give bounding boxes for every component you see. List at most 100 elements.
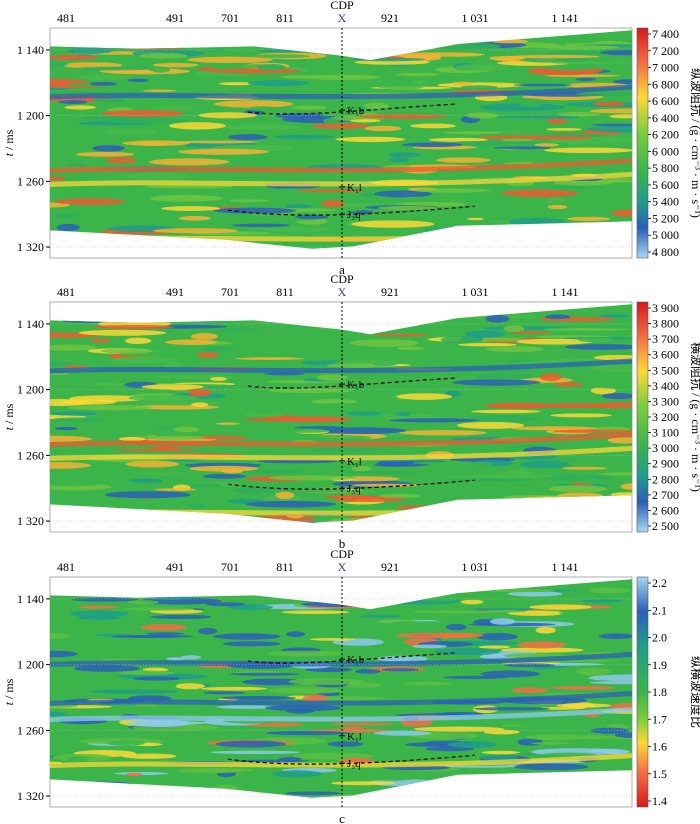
texture-lens xyxy=(533,403,621,409)
texture-lens xyxy=(50,344,97,351)
texture-lens xyxy=(267,650,345,657)
texture-lens xyxy=(286,631,305,637)
texture-lens xyxy=(542,328,630,331)
time-axis-title: t / ms xyxy=(2,403,16,430)
horizon-label: K₁b xyxy=(347,379,365,391)
texture-lens xyxy=(198,627,218,635)
panel-letter: b xyxy=(339,536,346,551)
texture-lens xyxy=(451,81,475,86)
texture-lens xyxy=(507,591,563,597)
texture-lens xyxy=(264,227,333,232)
texture-lens xyxy=(273,134,335,140)
texture-lens xyxy=(611,209,632,217)
colorbar-tick-label: 2 600 xyxy=(652,503,679,517)
texture-lens xyxy=(296,189,367,193)
texture-lens xyxy=(586,382,632,389)
horizon-label: K₁l xyxy=(347,731,362,743)
texture-lens xyxy=(92,325,174,329)
texture-lens xyxy=(205,622,236,627)
texture-lens xyxy=(88,689,179,694)
x-tick-label: 921 xyxy=(381,11,399,25)
reflector-band xyxy=(50,753,632,769)
reflector-band xyxy=(50,432,632,448)
colorbar-tick-label: 1.8 xyxy=(652,685,667,699)
texture-lens xyxy=(486,346,544,353)
colorbar-tick-label: 6 200 xyxy=(652,128,679,142)
texture-lens xyxy=(374,190,432,198)
texture-lens xyxy=(104,129,159,136)
texture-lens xyxy=(467,694,517,698)
texture-lens xyxy=(471,409,541,414)
texture-lens xyxy=(277,488,349,493)
horizon-j3q-dashed xyxy=(227,754,476,765)
texture-lens xyxy=(600,49,632,56)
texture-lens xyxy=(130,430,149,438)
colorbar-tick-label: 7 400 xyxy=(652,27,679,41)
texture-lens xyxy=(238,54,311,59)
texture-lens xyxy=(326,363,382,368)
horizon-label: J₃q xyxy=(347,483,361,495)
texture-lens xyxy=(389,433,406,436)
colorbar-tick-label: 3 400 xyxy=(652,379,679,393)
texture-lens xyxy=(481,750,521,755)
texture-lens xyxy=(112,70,155,73)
x-tick-label: 1 031 xyxy=(462,11,489,25)
texture-lens xyxy=(230,672,300,676)
cdp-x-label: X xyxy=(338,560,347,574)
texture-lens xyxy=(458,343,517,347)
texture-lens xyxy=(270,405,304,409)
texture-lens xyxy=(92,145,125,152)
texture-lens xyxy=(202,473,247,479)
texture-lens xyxy=(50,78,89,85)
x-tick-label: 701 xyxy=(221,285,239,299)
texture-lens xyxy=(327,741,364,747)
texture-lens xyxy=(55,213,79,218)
texture-lens xyxy=(445,623,467,631)
texture-lens xyxy=(317,87,381,92)
texture-lens xyxy=(305,402,388,409)
reflector-band xyxy=(50,158,632,174)
texture-lens xyxy=(50,633,70,639)
texture-lens xyxy=(424,688,465,693)
texture-lens xyxy=(464,117,551,122)
texture-lens xyxy=(67,405,153,411)
texture-lens xyxy=(50,650,78,658)
time-axis-title: t / ms xyxy=(2,129,16,156)
texture-lens xyxy=(578,337,614,343)
texture-lens xyxy=(50,61,69,67)
texture-lens xyxy=(149,647,220,654)
texture-lens xyxy=(613,79,632,84)
colorbar-tick-label: 2 800 xyxy=(652,472,679,486)
texture-lens xyxy=(140,624,187,631)
colorbar-tick-label: 5 800 xyxy=(652,161,679,175)
texture-lens xyxy=(51,382,96,386)
texture-lens xyxy=(268,388,353,394)
texture-lens xyxy=(436,157,491,163)
texture-lens xyxy=(528,157,563,164)
texture-lens xyxy=(443,194,519,200)
texture-lens xyxy=(620,483,632,490)
texture-lens xyxy=(551,61,632,65)
texture-lens xyxy=(64,105,96,110)
horizon-j3q-dashed xyxy=(227,479,476,490)
texture-lens xyxy=(163,414,202,421)
x-tick-label: 481 xyxy=(57,560,75,574)
texture-lens xyxy=(321,451,357,455)
colorbar-tick-label: 2.1 xyxy=(652,603,667,617)
texture-lens xyxy=(272,770,323,778)
texture-lens xyxy=(519,461,570,469)
texture-lens xyxy=(490,618,516,625)
texture-lens xyxy=(104,157,137,164)
texture-lens xyxy=(125,460,180,468)
texture-lens xyxy=(75,66,156,71)
texture-lens xyxy=(485,588,555,593)
texture-lens xyxy=(478,135,563,140)
colorbar-tick-label: 5 600 xyxy=(652,178,679,192)
texture-lens xyxy=(381,668,420,672)
texture-lens xyxy=(472,478,535,482)
texture-lens xyxy=(409,80,428,85)
colorbar-tick-label: 3 100 xyxy=(652,426,679,440)
texture-lens xyxy=(196,67,217,72)
texture-lens xyxy=(264,372,305,376)
